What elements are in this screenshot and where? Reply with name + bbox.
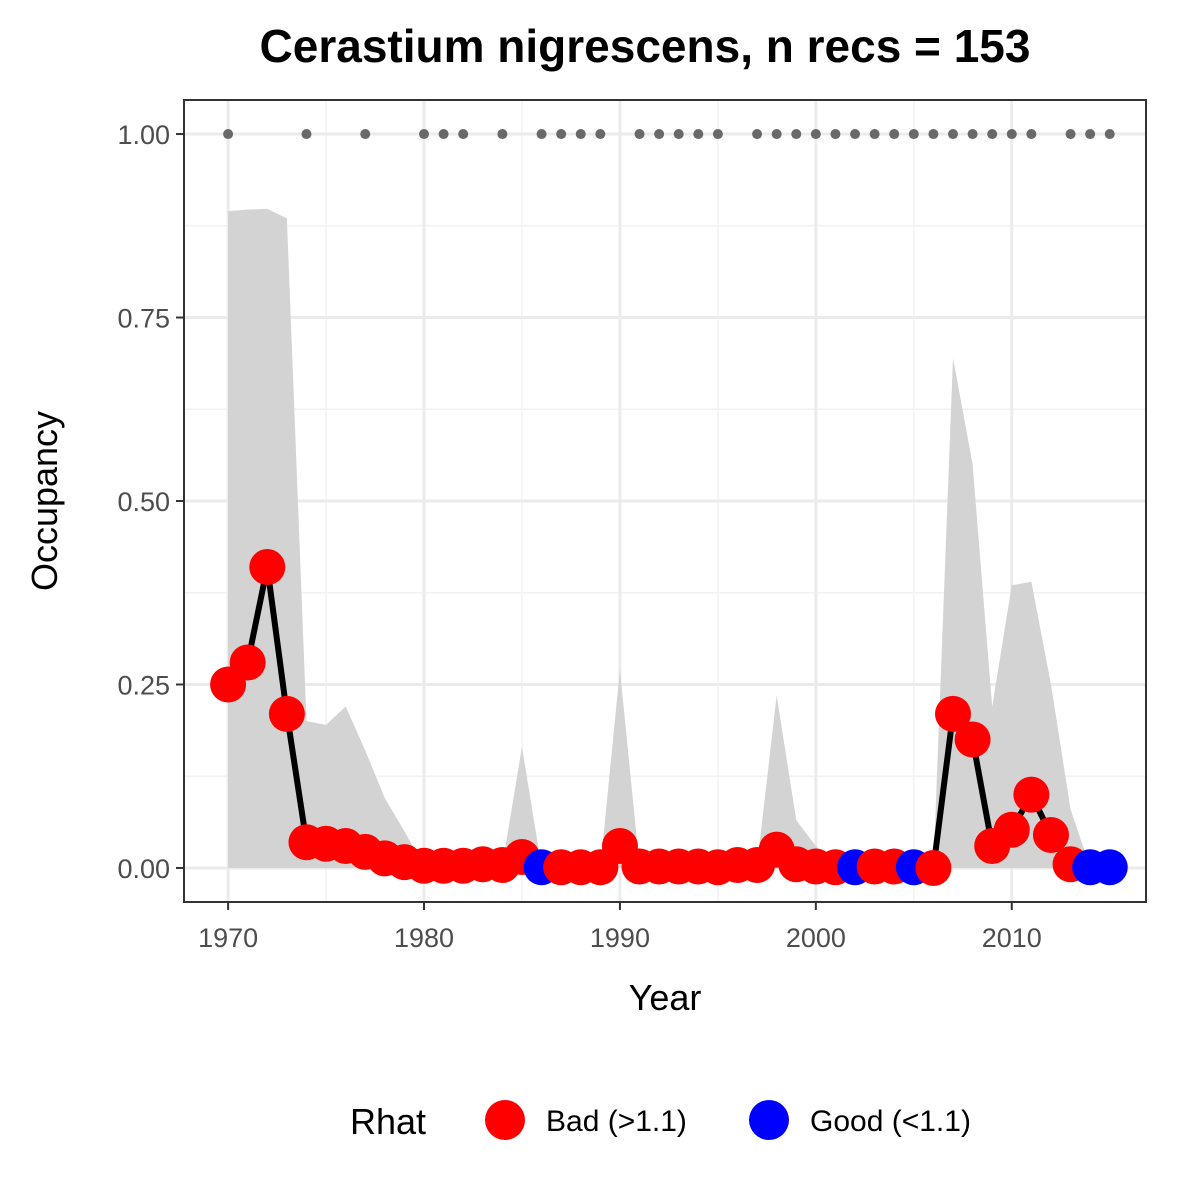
- record-dot: [1006, 129, 1017, 140]
- occupancy-points-layer: [210, 549, 1128, 886]
- record-dot: [948, 129, 958, 140]
- record-dot: [712, 129, 723, 140]
- occupancy-point-bad: [935, 695, 971, 732]
- occupancy-point-bad: [954, 721, 991, 758]
- record-dot: [791, 129, 802, 140]
- record-dot: [301, 129, 312, 140]
- x-tick-label: 2000: [786, 923, 846, 953]
- record-dot: [654, 129, 665, 140]
- legend-key-bad: [485, 1100, 525, 1140]
- x-tick-label: 1990: [590, 923, 650, 953]
- y-tick-label: 0.50: [117, 487, 170, 517]
- record-dot: [536, 129, 547, 140]
- record-dot: [458, 129, 469, 140]
- record-dot: [987, 129, 998, 140]
- legend-label-good: Good (<1.1): [810, 1105, 971, 1138]
- record-dot: [1104, 129, 1115, 140]
- occupancy-point-good: [1091, 849, 1128, 886]
- x-axis-ticks: 1970 1980 1990 2000 2010: [198, 902, 1042, 953]
- chart-title: Cerastium nigrescens, n recs = 153: [260, 20, 1031, 72]
- y-axis-title: Occupancy: [24, 411, 65, 591]
- y-tick-label: 0.00: [117, 854, 170, 884]
- record-dot: [928, 129, 939, 140]
- record-dot: [1085, 129, 1096, 140]
- record-dot: [693, 129, 704, 140]
- occupancy-point-bad: [1032, 816, 1069, 853]
- record-dot: [869, 129, 880, 140]
- record-dot: [595, 129, 606, 140]
- x-axis-title: Year: [629, 977, 702, 1018]
- occupancy-point-bad: [249, 549, 286, 586]
- record-dot: [810, 129, 821, 140]
- x-tick-label: 2010: [982, 923, 1042, 953]
- record-dot: [752, 129, 763, 140]
- y-tick-label: 1.00: [117, 120, 170, 150]
- record-dot: [967, 129, 978, 140]
- occupancy-point-bad: [229, 644, 266, 681]
- legend-label-bad: Bad (>1.1): [546, 1105, 687, 1138]
- legend-key-good: [749, 1100, 789, 1140]
- record-dot: [223, 129, 234, 140]
- record-dot: [1026, 129, 1037, 140]
- record-dot: [419, 129, 430, 140]
- record-dot: [634, 129, 645, 140]
- occupancy-point-bad: [268, 695, 305, 732]
- occupancy-point-bad: [1013, 776, 1050, 813]
- record-dot: [771, 129, 782, 140]
- record-dot: [908, 129, 919, 140]
- record-dot: [889, 129, 900, 140]
- record-dot: [556, 129, 567, 140]
- x-tick-label: 1970: [198, 923, 258, 953]
- legend: Rhat Bad (>1.1) Good (<1.1): [350, 1100, 971, 1142]
- occupancy-point-bad: [993, 811, 1030, 848]
- record-dot: [575, 129, 586, 140]
- record-dot: [438, 129, 449, 140]
- record-dots-layer: [223, 129, 1115, 140]
- record-dot: [830, 129, 841, 140]
- record-dot: [360, 129, 371, 140]
- legend-title: Rhat: [350, 1101, 426, 1142]
- y-tick-label: 0.75: [117, 304, 170, 334]
- y-axis-ticks: 0.00 0.25 0.50 0.75 1.00: [117, 120, 184, 884]
- occupancy-point-bad: [915, 849, 952, 886]
- record-dot: [850, 129, 861, 140]
- record-dot: [1065, 129, 1076, 140]
- record-dot: [673, 129, 684, 140]
- record-dot: [497, 129, 508, 140]
- y-tick-label: 0.25: [117, 670, 170, 700]
- x-tick-label: 1980: [394, 923, 454, 953]
